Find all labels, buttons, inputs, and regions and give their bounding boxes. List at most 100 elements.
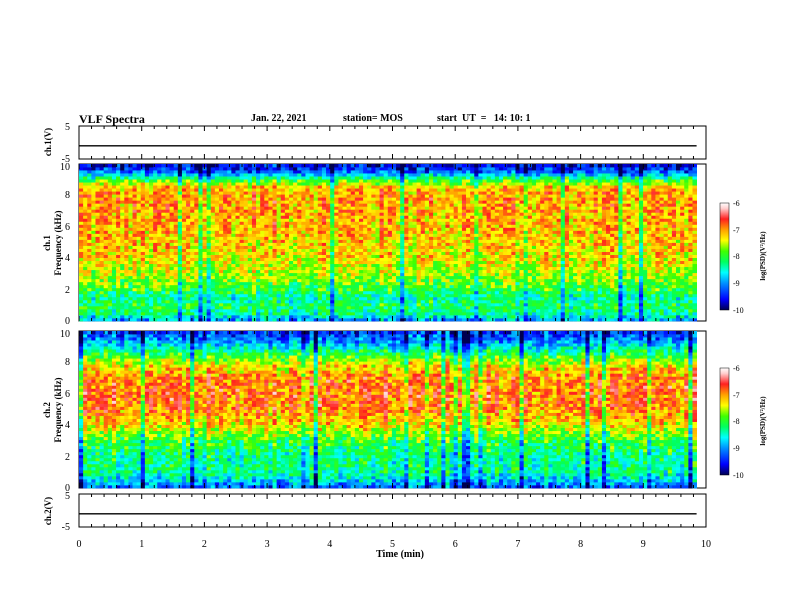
spectrogram-cell: [581, 300, 586, 303]
spectrogram-cell: [668, 243, 673, 246]
spectrogram-cell: [375, 282, 380, 285]
spectrogram-cell: [268, 270, 273, 273]
spectrogram-cell: [207, 297, 212, 300]
spectrogram-cell: [483, 300, 488, 303]
spectrogram-cell: [462, 273, 467, 276]
spectrogram-cell: [367, 309, 372, 312]
spectrogram-cell: [606, 315, 611, 318]
spectrogram-cell: [631, 224, 636, 227]
spectrogram-cell: [104, 261, 109, 264]
spectrogram-cell: [627, 282, 632, 285]
spectrogram-cell: [231, 270, 236, 273]
spectrogram-cell: [528, 291, 533, 294]
spectrogram-cell: [149, 285, 154, 288]
spectrogram-cell: [577, 252, 582, 255]
spectrogram-cell: [552, 273, 557, 276]
spectrogram-cell: [429, 255, 434, 258]
spectrogram-cell: [223, 270, 228, 273]
spectrogram-cell: [462, 221, 467, 224]
spectrogram-cell: [268, 285, 273, 288]
spectrogram-cell: [499, 261, 504, 264]
spectrogram-cell: [404, 288, 409, 291]
spectrogram-cell: [392, 258, 397, 261]
spectrogram-cell: [128, 224, 133, 227]
spectrogram-cell: [569, 318, 574, 321]
spectrogram-cell: [289, 255, 294, 258]
spectrogram-cell: [408, 291, 413, 294]
spectrogram-cell: [273, 297, 278, 300]
spectrogram-cell: [388, 252, 393, 255]
spectrogram-cell: [585, 288, 590, 291]
spectrogram-cell: [343, 309, 348, 312]
spectrogram-cell: [240, 273, 245, 276]
spectrogram-cell: [264, 221, 269, 224]
spectrogram-cell: [462, 294, 467, 297]
spectrogram-cell: [153, 279, 158, 282]
spectrogram-cell: [116, 236, 121, 239]
spectrogram-cell: [211, 291, 216, 294]
spectrogram-cell: [433, 270, 438, 273]
spectrogram-cell: [112, 255, 117, 258]
spectrogram-cell: [548, 236, 553, 239]
spectrogram-cell: [499, 239, 504, 242]
spectrogram-cell: [363, 297, 368, 300]
spectrogram-cell: [240, 255, 245, 258]
spectrogram-cell: [326, 288, 331, 291]
spectrogram-cell: [301, 303, 306, 306]
spectrogram-cell: [91, 246, 96, 249]
spectrogram-cell: [343, 306, 348, 309]
spectrogram-cell: [631, 236, 636, 239]
spectrogram-cell: [421, 221, 426, 224]
spectrogram-cell: [437, 258, 442, 261]
spectrogram-cell: [433, 279, 438, 282]
spectrogram-cell: [343, 279, 348, 282]
spectrogram-cell: [507, 246, 512, 249]
spectrogram-cell: [429, 227, 434, 230]
spectrogram-cell: [330, 224, 335, 227]
spectrogram-cell: [421, 312, 426, 315]
spectrogram-cell: [343, 252, 348, 255]
spectrogram-cell: [190, 230, 195, 233]
spectrogram-cell: [137, 276, 142, 279]
spectrogram-cell: [474, 246, 479, 249]
spectrogram-cell: [552, 285, 557, 288]
spectrogram-cell: [235, 285, 240, 288]
spectrogram-cell: [680, 285, 685, 288]
spectrogram-cell: [627, 285, 632, 288]
spectrogram-cell: [540, 282, 545, 285]
spectrogram-cell: [557, 264, 562, 267]
spectrogram-cell: [445, 300, 450, 303]
spectrogram-cell: [112, 276, 117, 279]
spectrogram-cell: [314, 300, 319, 303]
spectrogram-cell: [664, 246, 669, 249]
spectrogram-cell: [260, 243, 265, 246]
spectrogram-cell: [433, 303, 438, 306]
spectrogram-cell: [655, 243, 660, 246]
spectrogram-cell: [141, 285, 146, 288]
spectrogram-cell: [227, 285, 232, 288]
spectrogram-cell: [170, 267, 175, 270]
spectrogram-cell: [194, 315, 199, 318]
spectrogram-cell: [458, 279, 463, 282]
spectrogram-cell: [124, 315, 129, 318]
spectrogram-cell: [631, 285, 636, 288]
spectrogram-cell: [380, 224, 385, 227]
spectrogram-cell: [116, 221, 121, 224]
spectrogram-cell: [170, 239, 175, 242]
spectrogram-cell: [149, 318, 154, 321]
spectrogram-cell: [478, 294, 483, 297]
spectrogram-cell: [478, 267, 483, 270]
spectrogram-cell: [190, 285, 195, 288]
spectrogram-cell: [466, 318, 471, 321]
spectrogram-cell: [507, 233, 512, 236]
spectrogram-cell: [314, 276, 319, 279]
spectrogram-cell: [396, 258, 401, 261]
spectrogram-cell: [367, 273, 372, 276]
spectrogram-cell: [380, 230, 385, 233]
spectrogram-cell: [124, 300, 129, 303]
spectrogram-cell: [79, 270, 84, 273]
spectrogram-cell: [639, 224, 644, 227]
spectrogram-cell: [141, 233, 146, 236]
spectrogram-cell: [256, 315, 261, 318]
spectrogram-cell: [174, 312, 179, 315]
